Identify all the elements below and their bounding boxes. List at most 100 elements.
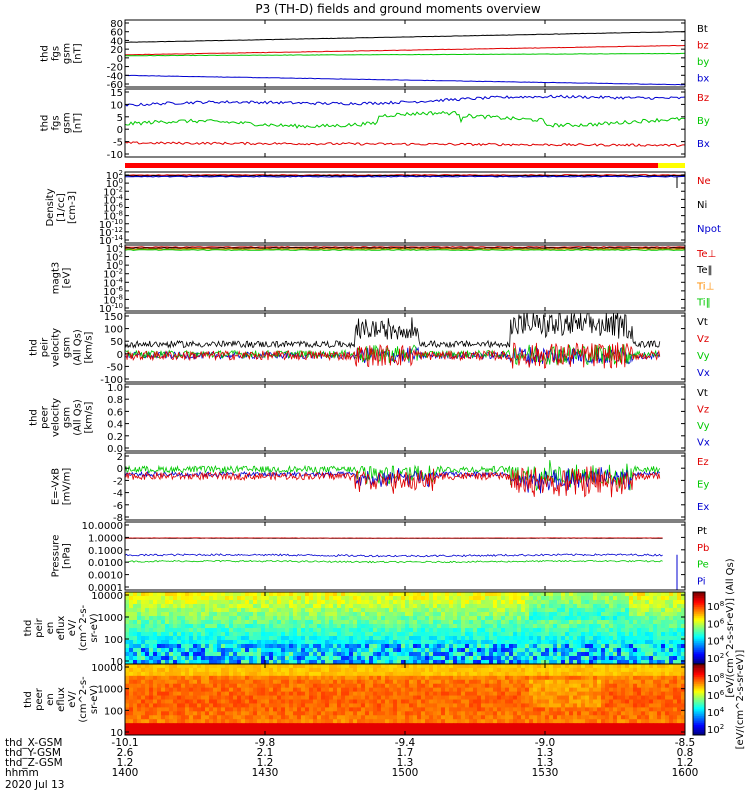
heatmap-cell <box>185 707 190 712</box>
heatmap-cell <box>305 636 310 641</box>
heatmap-cell <box>517 703 522 708</box>
heatmap-cell <box>141 675 146 681</box>
y-tick-label: 100 <box>106 177 123 190</box>
heatmap-cell <box>169 644 174 649</box>
heatmap-cell <box>417 679 422 685</box>
heatmap-cell <box>401 699 406 704</box>
heatmap-cell <box>533 679 538 685</box>
panel-plot-area <box>125 460 661 498</box>
heatmap-cell <box>413 715 418 720</box>
heatmap-cell <box>197 620 202 625</box>
heatmap-cell <box>145 675 150 681</box>
heatmap-cell <box>617 600 622 605</box>
heatmap-cell <box>305 671 310 677</box>
heatmap-cell <box>401 604 406 609</box>
heatmap-cell <box>361 703 366 708</box>
heatmap-cell <box>209 656 214 661</box>
heatmap-cell <box>169 671 174 677</box>
heatmap-cell <box>289 675 294 681</box>
heatmap-cell <box>629 596 634 601</box>
heatmap-cell <box>373 695 378 700</box>
heatmap-cell <box>209 675 214 681</box>
heatmap-cell <box>409 600 414 605</box>
heatmap-cell <box>493 656 498 661</box>
heatmap-cell <box>681 596 685 601</box>
heatmap-cell <box>649 620 654 625</box>
heatmap-cell <box>305 711 310 716</box>
heatmap-cell <box>661 660 666 664</box>
heatmap-cell <box>301 592 306 597</box>
heatmap-cell <box>377 600 382 605</box>
heatmap-cell <box>281 703 286 708</box>
heatmap-cell <box>533 671 538 677</box>
heatmap-cell <box>673 715 678 720</box>
heatmap-cell <box>461 667 466 673</box>
heatmap-cell <box>309 660 314 664</box>
heatmap-cell <box>633 683 638 689</box>
heatmap-cell <box>477 648 482 653</box>
heatmap-cell <box>349 711 354 716</box>
heatmap-cell <box>265 636 270 641</box>
heatmap-cell <box>281 667 286 673</box>
heatmap-cell <box>397 671 402 677</box>
heatmap-cell <box>541 683 546 689</box>
heatmap-cell <box>501 612 506 617</box>
colorbar-tick-label: 104 <box>707 635 725 648</box>
heatmap-cell <box>601 687 606 693</box>
y-axis-label: eflux <box>56 616 67 641</box>
heatmap-cell <box>297 648 302 653</box>
heatmap-cell <box>665 691 670 696</box>
heatmap-cell <box>673 664 678 669</box>
heatmap-cell <box>509 715 514 720</box>
heatmap-cell <box>357 624 362 629</box>
heatmap-cell <box>593 691 598 696</box>
heatmap-cell <box>569 715 574 720</box>
heatmap-cell <box>273 596 278 601</box>
heatmap-cell <box>409 664 414 669</box>
heatmap-cell <box>189 604 194 609</box>
heatmap-cell <box>265 616 270 621</box>
heatmap-cell <box>513 699 518 704</box>
heatmap-cell <box>521 624 526 629</box>
heatmap-cell <box>633 592 638 597</box>
heatmap-cell <box>477 596 482 601</box>
heatmap-cell <box>293 620 298 625</box>
heatmap-cell <box>681 667 685 673</box>
heatmap-cell <box>633 600 638 605</box>
heatmap-cell <box>421 671 426 677</box>
heatmap-cell <box>181 596 186 601</box>
heatmap-cell <box>225 695 230 700</box>
heatmap-cell <box>537 640 542 645</box>
heatmap-cell <box>417 624 422 629</box>
heatmap-cell <box>165 596 170 601</box>
heatmap-cell <box>125 711 130 716</box>
heatmap-cell <box>373 667 378 673</box>
heatmap-cell <box>561 695 566 700</box>
heatmap-cell <box>265 592 270 597</box>
heatmap-cell <box>353 616 358 621</box>
heatmap-cell <box>249 640 254 645</box>
heatmap-cell <box>185 691 190 696</box>
heatmap-cell <box>389 616 394 621</box>
heatmap-cell <box>557 664 562 669</box>
legend-Ez: Ez <box>697 457 709 468</box>
heatmap-cell <box>257 667 262 673</box>
heatmap-cell <box>669 600 674 605</box>
heatmap-cell <box>501 636 506 641</box>
heatmap-cell <box>501 664 506 669</box>
heatmap-cell <box>589 667 594 673</box>
heatmap-cell <box>581 604 586 609</box>
heatmap-cell <box>649 612 654 617</box>
heatmap-cell <box>249 636 254 641</box>
heatmap-cell <box>629 644 634 649</box>
heatmap-cell <box>649 648 654 653</box>
heatmap-cell <box>181 695 186 700</box>
y-axis-label: sr-eV) <box>89 613 100 642</box>
heatmap-cell <box>153 711 158 716</box>
heatmap-cell <box>281 679 286 685</box>
heatmap-cell <box>321 636 326 641</box>
heatmap-cell <box>333 695 338 700</box>
heatmap-cell <box>577 616 582 621</box>
heatmap-cell <box>125 671 130 677</box>
